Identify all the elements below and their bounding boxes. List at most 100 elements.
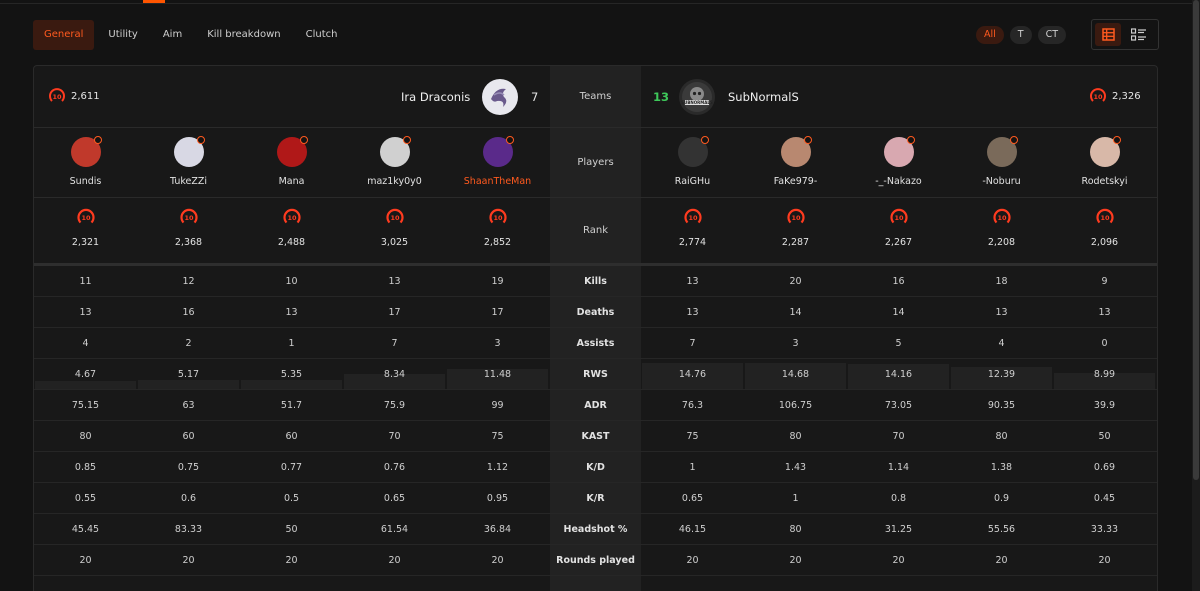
player-avatar[interactable] <box>677 136 709 167</box>
player-card-right-4[interactable]: -Noburu <box>950 136 1053 187</box>
stat-value: 20 <box>79 555 92 566</box>
player-name[interactable]: -_-Nakazo <box>875 176 922 187</box>
player-name[interactable]: -Noburu <box>982 176 1021 187</box>
stat-label: RWS <box>583 369 608 380</box>
scrollbar[interactable] <box>1192 0 1200 591</box>
stat-value: 0.65 <box>681 493 704 504</box>
players-label: Players <box>577 157 614 168</box>
player-card-left-5[interactable]: ShaanTheMan <box>446 136 549 187</box>
stat-value: 12.39 <box>987 369 1016 380</box>
stat-value: 5 <box>895 338 902 349</box>
tab-general[interactable]: General <box>33 20 95 50</box>
teams-label: Teams <box>579 91 612 102</box>
player-avatar[interactable] <box>70 136 102 167</box>
player-avatar[interactable] <box>173 136 205 167</box>
player-name[interactable]: RaiGHu <box>674 176 711 187</box>
team-left-elo-value: 2,611 <box>71 90 100 102</box>
player-avatar[interactable] <box>276 136 308 167</box>
player-card-left-1[interactable]: Sundis <box>34 136 137 187</box>
stat-value: 0 <box>1101 338 1108 349</box>
player-avatar[interactable] <box>1089 136 1121 167</box>
stat-value: 33.33 <box>1090 524 1119 535</box>
svg-text:10: 10 <box>81 214 91 222</box>
team-right-score: 13 <box>653 90 670 104</box>
player-name[interactable]: FaKe979- <box>773 176 818 187</box>
online-status-icon <box>93 136 102 144</box>
stat-value: 16 <box>892 276 905 287</box>
stat-value: 4 <box>998 338 1005 349</box>
stat-value: 46.15 <box>678 524 707 535</box>
stat-label: ADR <box>584 400 607 411</box>
player-card-left-3[interactable]: Mana <box>240 136 343 187</box>
player-avatar[interactable] <box>780 136 812 167</box>
player-card-right-1[interactable]: RaiGHu <box>641 136 744 187</box>
player-name[interactable]: TukeZZi <box>169 176 208 187</box>
player-avatar[interactable] <box>883 136 915 167</box>
stat-value: 11.48 <box>483 369 512 380</box>
svg-text:10: 10 <box>1100 214 1110 222</box>
level-10-badge-icon: 10 <box>488 207 508 227</box>
stat-value: 99 <box>491 400 504 411</box>
player-card-right-3[interactable]: -_-Nakazo <box>847 136 950 187</box>
list-view-button[interactable] <box>1125 23 1151 46</box>
svg-text:10: 10 <box>390 214 400 222</box>
side-filter-all[interactable]: All <box>976 26 1004 44</box>
player-rank-right-5: 10 2,096 <box>1053 207 1156 248</box>
online-status-icon <box>196 136 205 144</box>
svg-text:10: 10 <box>1093 93 1103 101</box>
stat-value: 20 <box>388 555 401 566</box>
stat-value: 5.35 <box>280 369 303 380</box>
player-rank-right-3: 10 2,267 <box>847 207 950 248</box>
team-right-logo[interactable]: SUBNORMALS <box>679 79 715 115</box>
scrollbar-thumb[interactable] <box>1193 0 1199 480</box>
player-card-right-2[interactable]: FaKe979- <box>744 136 847 187</box>
stat-value: 55.56 <box>987 524 1016 535</box>
player-elo: 2,774 <box>678 237 707 248</box>
player-card-left-4[interactable]: maz1ky0y0 <box>343 136 446 187</box>
team-right-name[interactable]: SubNormalS <box>728 90 799 104</box>
stat-value: 13 <box>1098 307 1111 318</box>
teams-row: 10 2,611 Ira Draconis 7 Teams 13 SUBNORM… <box>34 66 1157 128</box>
player-avatar[interactable] <box>482 136 514 167</box>
stat-value: 19 <box>491 276 504 287</box>
player-avatar[interactable] <box>986 136 1018 167</box>
level-10-badge-icon: 10 <box>76 207 96 227</box>
player-elo: 2,368 <box>174 237 203 248</box>
table-view-button[interactable] <box>1095 23 1121 46</box>
side-filter-ct[interactable]: CT <box>1037 26 1067 44</box>
stat-value: 0.65 <box>383 493 406 504</box>
stat-value: 106.75 <box>778 400 813 411</box>
team-right-elo: 10 2,326 <box>1089 87 1141 105</box>
side-filter-t[interactable]: T <box>1009 26 1032 44</box>
stat-value: 51.7 <box>280 400 303 411</box>
level-10-badge-icon: 10 <box>48 87 66 105</box>
stat-value: 8.34 <box>383 369 406 380</box>
team-left-logo[interactable] <box>482 79 518 115</box>
stat-row-deaths: Deaths 13 16 13 17 17 13 14 14 13 13 <box>34 297 1157 328</box>
stat-value: 80 <box>79 431 92 442</box>
player-card-right-5[interactable]: Rodetskyi <box>1053 136 1156 187</box>
player-name[interactable]: Rodetskyi <box>1081 176 1128 187</box>
tab-utility[interactable]: Utility <box>108 29 138 40</box>
stat-value: 20 <box>182 555 195 566</box>
stat-value: 13 <box>686 276 699 287</box>
stat-value: 13 <box>79 307 92 318</box>
player-name[interactable]: Mana <box>278 176 305 187</box>
tab-aim[interactable]: Aim <box>162 29 183 40</box>
team-left-name[interactable]: Ira Draconis <box>401 90 471 104</box>
player-avatar[interactable] <box>379 136 411 167</box>
player-name[interactable]: maz1ky0y0 <box>367 176 422 187</box>
player-name[interactable]: ShaanTheMan <box>463 176 532 187</box>
stat-value: 5.17 <box>177 369 200 380</box>
stat-value: 3 <box>494 338 501 349</box>
tab-clutch[interactable]: Clutch <box>305 29 338 40</box>
stat-value: 16 <box>182 307 195 318</box>
stat-value: 20 <box>491 555 504 566</box>
player-name[interactable]: Sundis <box>69 176 102 187</box>
player-card-left-2[interactable]: TukeZZi <box>137 136 240 187</box>
stat-value: 0.5 <box>283 493 300 504</box>
online-status-icon <box>402 136 411 144</box>
stat-value: 0.69 <box>1093 462 1116 473</box>
stat-row-rounds-played: Rounds played 20 20 20 20 20 20 20 20 20 20 <box>34 545 1157 576</box>
tab-kill-breakdown[interactable]: Kill breakdown <box>207 29 281 40</box>
